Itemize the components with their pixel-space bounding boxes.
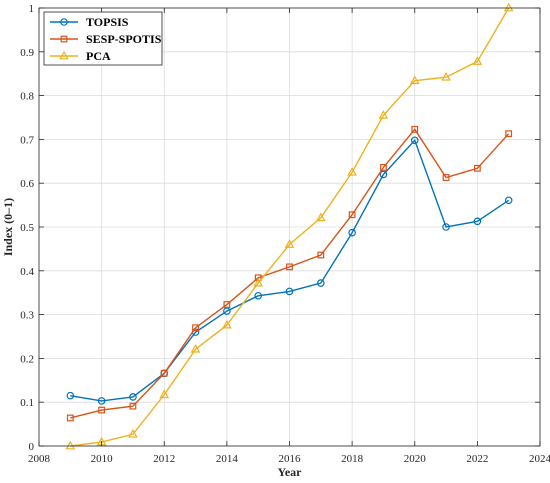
data-point-sesp-spotis [192, 324, 199, 332]
data-point-sesp-spotis [98, 406, 106, 414]
legend-marker-sesp-spotis [60, 35, 68, 43]
data-point-pca [409, 75, 420, 85]
data-point-sesp-spotis [286, 263, 293, 271]
data-point-topsis [473, 217, 482, 226]
data-point-topsis [504, 196, 513, 205]
y-tick-label: 0.5 [20, 222, 34, 234]
x-tick-label: 2024 [529, 453, 550, 465]
x-tick-label: 2016 [279, 453, 302, 465]
data-point-sesp-spotis [254, 274, 262, 282]
legend-label-pca: PCA [86, 49, 111, 63]
legend: TOPSIS SESP-SPOTIS PCA [43, 11, 163, 66]
x-tick-label: 2022 [466, 453, 488, 465]
data-point-pca [65, 440, 76, 450]
x-tick-label: 2018 [341, 453, 364, 465]
x-tick-label: 2020 [404, 453, 427, 465]
x-tick-label: 2008 [28, 453, 51, 465]
legend-label-sesp-spotis: SESP-SPOTIS [86, 32, 162, 46]
data-point-sesp-spotis [411, 125, 419, 133]
series-layer [65, 2, 514, 450]
data-point-sesp-spotis [442, 174, 450, 181]
y-tick-label: 0.6 [20, 178, 34, 190]
data-point-pca [128, 428, 138, 438]
axis-ticks: 2008 2010 2012 2014 2016 2018 2020 2022 2024 0 0.1… [20, 3, 550, 465]
data-point-sesp-spotis [223, 301, 231, 308]
data-point-topsis [97, 397, 106, 405]
data-point-pca [222, 319, 232, 329]
data-point-sesp-spotis [129, 402, 137, 410]
y-tick-label: 0.4 [20, 266, 34, 278]
y-tick-label: 1 [29, 3, 35, 15]
y-tick-label: 0.2 [20, 353, 34, 365]
data-point-pca [159, 389, 170, 399]
data-point-topsis [379, 170, 388, 179]
data-point-sesp-spotis [317, 251, 325, 259]
data-point-sesp-spotis [348, 211, 356, 219]
data-point-pca [503, 2, 514, 12]
data-point-pca [253, 277, 264, 287]
data-point-topsis [285, 287, 294, 296]
series-pca [65, 2, 514, 450]
y-tick-label: 0.9 [20, 47, 34, 59]
data-point-pca [472, 56, 483, 65]
series-sesp-spotis [66, 125, 513, 422]
x-axis-title: Year [278, 465, 303, 479]
data-point-sesp-spotis [66, 414, 74, 422]
series-line-sesp-spotis [70, 128, 510, 419]
y-tick-label: 0.7 [20, 134, 34, 146]
data-point-pca [378, 110, 389, 119]
x-tick-label: 2010 [91, 453, 114, 465]
legend-marker-topsis [60, 18, 68, 26]
x-tick-label: 2014 [216, 453, 239, 465]
y-tick-label: 0 [29, 441, 35, 453]
series-line-topsis [70, 138, 510, 402]
y-tick-label: 0.8 [20, 91, 34, 103]
data-point-sesp-spotis [160, 369, 168, 377]
data-point-sesp-spotis [505, 130, 513, 138]
y-tick-label: 0.1 [20, 397, 34, 409]
data-point-topsis [410, 136, 419, 145]
data-point-topsis [317, 279, 325, 287]
data-point-topsis [442, 223, 450, 231]
data-point-pca [315, 212, 326, 222]
data-point-sesp-spotis [473, 164, 481, 172]
data-point-topsis [254, 291, 262, 300]
y-tick-label: 0.3 [20, 310, 34, 322]
data-point-pca [347, 167, 357, 176]
data-point-topsis [348, 228, 356, 237]
data-point-pca [190, 343, 201, 353]
y-axis-title: Index (0–1) [1, 198, 15, 256]
legend-label-topsis: TOPSIS [86, 15, 129, 29]
data-point-pca [441, 71, 451, 81]
x-tick-label: 2012 [153, 453, 175, 465]
data-point-topsis [66, 391, 75, 400]
data-point-pca [284, 239, 295, 248]
data-point-topsis [129, 393, 137, 401]
legend-marker-pca [59, 50, 69, 60]
data-point-sesp-spotis [380, 164, 387, 171]
series-line-pca [70, 7, 510, 447]
